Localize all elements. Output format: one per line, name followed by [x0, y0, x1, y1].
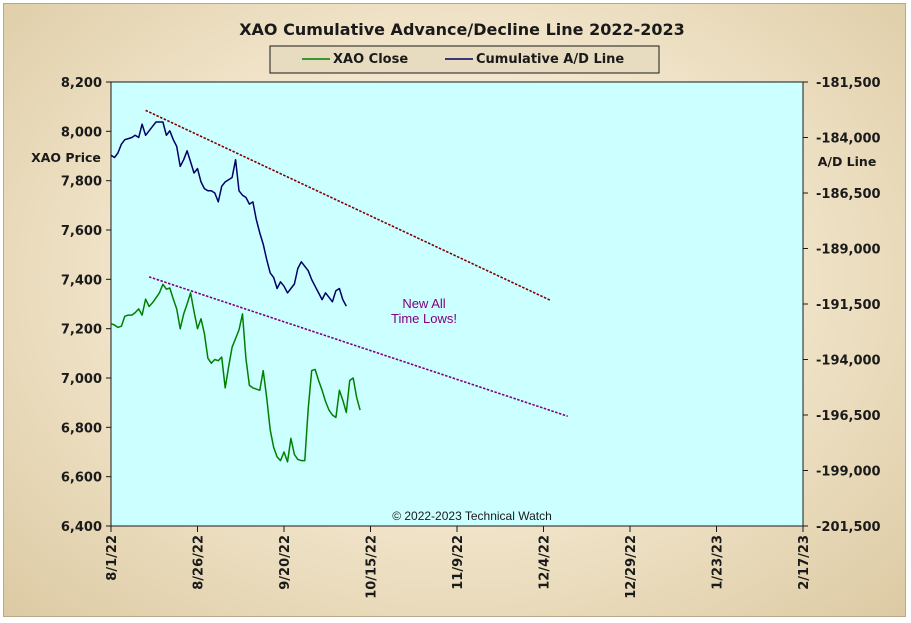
y-left-tick-label: 8,000 — [61, 125, 102, 140]
legend-label-ad-line: Cumulative A/D Line — [476, 52, 624, 67]
x-tick-label: 12/4/22 — [538, 535, 553, 590]
chart-title: XAO Cumulative Advance/Decline Line 2022… — [239, 20, 685, 39]
x-tick-label: 12/29/22 — [624, 535, 639, 599]
x-tick-label: 1/23/23 — [711, 535, 726, 590]
x-tick-label: 8/26/22 — [192, 535, 207, 590]
y-left-tick-label: 8,200 — [61, 76, 102, 91]
y-right-tick-label: -189,000 — [816, 243, 881, 258]
x-axis: 8/1/22 8/26/22 9/20/22 10/15/22 11/9/22 12/4/… — [105, 526, 812, 599]
y-axis-label-right: A/D Line — [818, 154, 877, 169]
y-right-tick-label: -191,500 — [816, 298, 881, 313]
copyright-text: © 2022-2023 Technical Watch — [392, 509, 552, 523]
series-lines — [110, 121, 361, 463]
y-left-tick-label: 6,600 — [61, 471, 102, 486]
trendline-lower — [148, 276, 568, 417]
trendlines — [145, 109, 568, 417]
x-tick-label: 10/15/22 — [365, 535, 380, 599]
plot-area — [110, 81, 804, 527]
x-tick-label: 8/1/22 — [105, 535, 120, 581]
y-right-tick-label: -199,000 — [816, 465, 881, 480]
annotation-line-1: New All — [402, 296, 445, 311]
trendline-upper — [145, 109, 551, 302]
y-axis-right: -181,500 -184,000 -186,500 -189,000 -191,500… — [803, 76, 881, 535]
series-line-cumulative-ad — [110, 121, 347, 307]
y-left-tick-label: 6,800 — [61, 421, 102, 436]
y-right-tick-label: -194,000 — [816, 354, 881, 369]
y-right-tick-label: -181,500 — [816, 76, 881, 91]
y-left-tick-label: 7,800 — [61, 175, 102, 190]
y-left-tick-label: 6,400 — [61, 520, 102, 535]
y-left-tick-label: 7,200 — [61, 323, 102, 338]
y-right-tick-label: -196,500 — [816, 409, 881, 424]
annotation-line-2: Time Lows! — [391, 311, 457, 326]
y-right-tick-label: -184,000 — [816, 132, 881, 147]
legend-label-xao-close: XAO Close — [333, 52, 408, 67]
x-tick-label: 9/20/22 — [278, 535, 293, 590]
y-right-tick-label: -186,500 — [816, 187, 881, 202]
y-left-tick-label: 7,400 — [61, 273, 102, 288]
legend: XAO Close Cumulative A/D Line — [269, 45, 660, 74]
y-left-tick-label: 7,000 — [61, 372, 102, 387]
y-right-tick-label: -201,500 — [816, 520, 881, 535]
x-tick-label: 2/17/23 — [797, 535, 812, 590]
y-left-tick-label: 7,600 — [61, 224, 102, 239]
y-axis-label-left: XAO Price — [31, 150, 101, 165]
y-axis-left: 8,200 8,000 7,800 7,600 7,400 7,200 7,000 6,800… — [61, 76, 111, 535]
series-line-xao-close — [110, 283, 361, 463]
x-tick-label: 11/9/22 — [451, 535, 466, 590]
